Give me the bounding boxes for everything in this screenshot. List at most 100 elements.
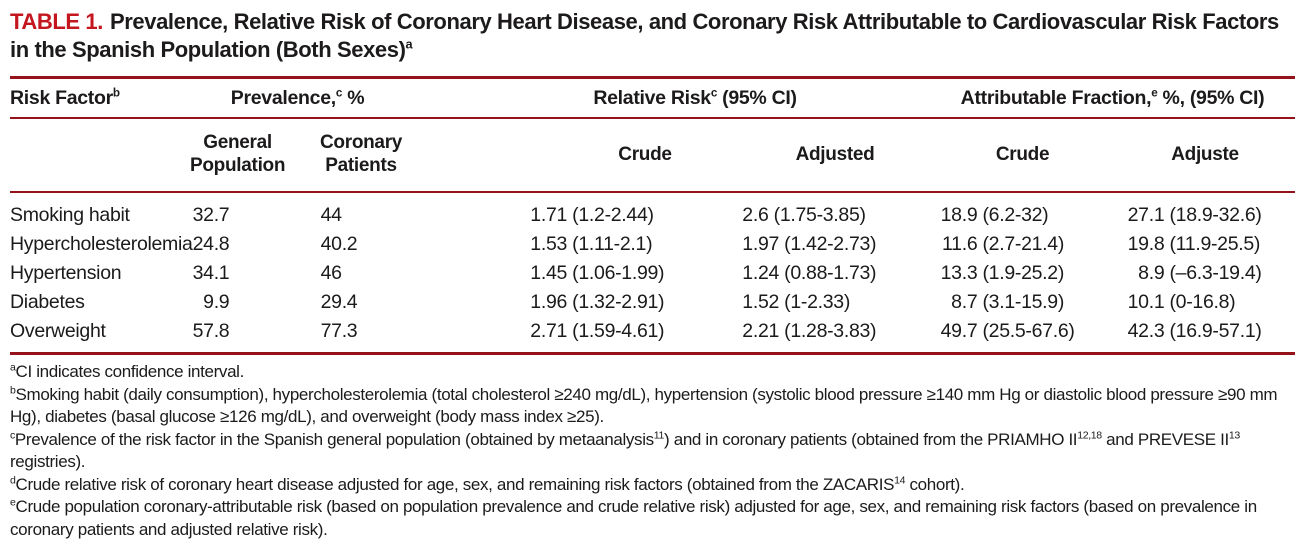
header-relative-risk-group: Relative Riskc (95% CI) (460, 76, 931, 119)
table-row: Hypertension 34.1 46 1.45 (1.06-1.99) 1.24 (… (10, 259, 1295, 288)
value-rest: .3 (16.9-57.1) (1148, 320, 1262, 342)
value-rest: .8 (213, 233, 230, 255)
footnote-b: bSmoking habit (daily consumption), hype… (10, 383, 1278, 427)
value-cell: 18.9 (6.2-32) (930, 192, 1115, 230)
footnotes: aCI indicates confidence interval. bSmoki… (10, 361, 1295, 541)
value-cell: 49.7 (25.5-67.6) (930, 317, 1116, 355)
value-rest: .8 (11.9-25.5) (1148, 233, 1261, 255)
value-cell: 11.6 (2.7-21.4) (930, 230, 1115, 259)
subheader-row: General Population Coronary Patients Cru… (10, 118, 1296, 193)
footnote-marker: a (10, 361, 16, 374)
header-risk-factor: Risk Factorb (10, 76, 190, 119)
value-integer-part: 57 (192, 320, 214, 342)
value-rest: .3 (1.9-25.2) (961, 262, 1065, 284)
risk-factor-cell: Hypertension (10, 262, 122, 284)
value-cell: 1.97 (1.42-2.73) (740, 230, 930, 259)
value-cell: 13.3 (1.9-25.2) (930, 259, 1115, 288)
risk-factor-cell: Diabetes (10, 291, 85, 313)
value-cell: 57.8 (190, 317, 320, 355)
value-rest: .24 (0.88-1.73) (752, 262, 877, 284)
reference-superscript: 14 (894, 473, 906, 486)
value-integer-part: 13 (940, 262, 962, 284)
value-cell: 32.7 (190, 192, 320, 230)
value-cell: 77.3 (320, 317, 460, 355)
value-cell: 42.3 (16.9-57.1) (1115, 317, 1296, 355)
value-integer-part: 10 (1127, 291, 1149, 313)
value-integer-part: 1 (742, 233, 753, 255)
value-cell: 10.1 (0-16.8) (1115, 288, 1295, 317)
value-cell: 24.8 (190, 230, 320, 259)
footnote-a: aCI indicates confidence interval. (10, 361, 244, 381)
value-integer-part: 2 (530, 320, 541, 342)
value-cell: 1.45 (1.06-1.99) (460, 259, 740, 288)
value-integer-part: 2 (742, 204, 753, 226)
value-rest: .1 (213, 262, 230, 284)
value-cell: 2.71 (1.59-4.61) (460, 317, 740, 355)
value-cell: 2.6 (1.75-3.85) (740, 192, 930, 230)
value-rest: .4 (341, 291, 358, 313)
value-rest: .1 (0-16.8) (1148, 291, 1236, 313)
value-rest: .9 (–6.3-19.4) (1148, 262, 1262, 284)
table-number-label: TABLE 1. (10, 9, 103, 34)
value-cell: 8.7 (3.1-15.9) (930, 288, 1115, 317)
value-rest: .7 (3.1-15.9) (961, 291, 1065, 313)
value-integer-part: 1 (742, 262, 753, 284)
value-cell: 29.4 (320, 288, 460, 317)
value-integer-part: 9 (203, 291, 214, 313)
value-integer-part: 1 (530, 291, 541, 313)
header-prevalence-group: Prevalence,c % (190, 76, 460, 119)
value-cell: 9.9 (190, 288, 320, 317)
footnote-d: dCrude relative risk of coronary heart d… (10, 473, 965, 494)
value-rest: .2 (341, 233, 358, 255)
value-cell: 19.8 (11.9-25.5) (1115, 230, 1295, 259)
subheader-rr-crude: Crude (460, 118, 740, 193)
value-rest: .9 (6.2-32) (961, 204, 1049, 226)
value-rest: .7 (25.5-67.6) (961, 320, 1075, 342)
value-integer-part: 77 (320, 320, 342, 342)
value-cell: 1.71 (1.2-2.44) (460, 192, 740, 230)
risk-factor-cell: Smoking habit (10, 204, 130, 226)
value-cell: 1.24 (0.88-1.73) (740, 259, 930, 288)
value-rest: .6 (2.7-21.4) (961, 233, 1065, 255)
footnote-marker: b (10, 383, 16, 396)
table-row: Smoking habit 32.7 44 1.71 (1.2-2.44) 2.6 (1… (10, 192, 1295, 230)
value-rest: .96 (1.32-2.91) (540, 291, 665, 313)
value-integer-part: 40 (320, 233, 342, 255)
value-cell: 1.96 (1.32-2.91) (460, 288, 740, 317)
value-cell: 1.52 (1-2.33) (740, 288, 930, 317)
value-rest: .71 (1.2-2.44) (540, 204, 654, 226)
value-integer-part: 42 (1127, 320, 1149, 342)
value-rest: .7 (213, 204, 230, 226)
value-integer-part: 18 (940, 204, 962, 226)
value-integer-part: 19 (1127, 233, 1149, 255)
value-rest: .6 (1.75-3.85) (752, 204, 866, 226)
value-integer-part: 49 (940, 320, 962, 342)
value-integer-part: 8 (1138, 262, 1149, 284)
value-integer-part: 24 (192, 233, 214, 255)
value-cell: 2.21 (1.28-3.83) (740, 317, 931, 355)
value-integer-part: 1 (530, 204, 541, 226)
value-rest: .8 (213, 320, 230, 342)
value-rest: .53 (1.11-2.1) (540, 233, 653, 255)
value-rest: .45 (1.06-1.99) (540, 262, 665, 284)
subheader-spacer (10, 118, 190, 193)
value-cell: 40.2 (320, 230, 460, 259)
value-integer-part: 27 (1127, 204, 1149, 226)
value-integer-part: 46 (320, 262, 342, 284)
value-integer-part: 1 (530, 262, 541, 284)
subheader-af-adjusted: Adjuste (1115, 118, 1296, 193)
value-cell: 8.9 (–6.3-19.4) (1115, 259, 1295, 288)
table-row: Hypercholesterolemia 24.8 40.2 1.53 (1.11-2… (10, 230, 1295, 259)
subheader-coronary-patients: Coronary Patients (320, 118, 460, 193)
header-attributable-fraction-group: Attributable Fraction,e %, (95% CI) (930, 76, 1296, 119)
subheader-general-population: General Population (190, 118, 320, 193)
value-integer-part: 34 (192, 262, 214, 284)
value-integer-part: 2 (742, 320, 753, 342)
value-integer-part: 1 (530, 233, 541, 255)
footnote-marker: d (10, 473, 16, 486)
value-cell: 44 (320, 192, 460, 230)
value-integer-part: 29 (320, 291, 342, 313)
value-rest: .3 (341, 320, 358, 342)
value-cell: 46 (320, 259, 460, 288)
